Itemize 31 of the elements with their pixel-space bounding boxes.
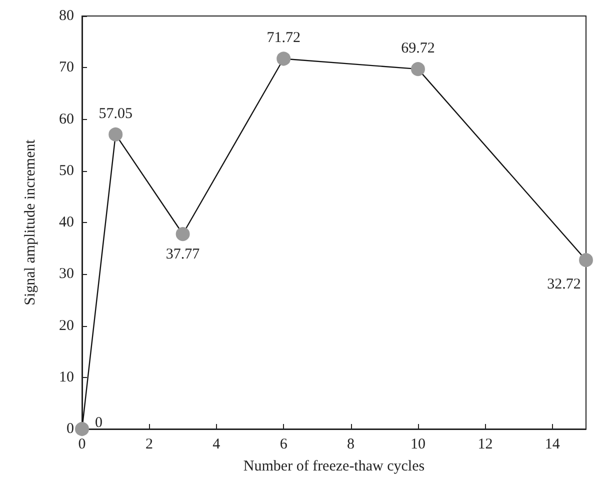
- y-tick-label: 0: [66, 421, 74, 437]
- y-tick-label: 70: [59, 60, 74, 76]
- x-tick-label: 8: [347, 436, 355, 452]
- data-label: 0: [95, 415, 102, 431]
- x-tick-label: 0: [78, 436, 86, 452]
- y-tick-label: 20: [59, 318, 74, 334]
- y-axis-title: Signal amplitude increment: [22, 138, 38, 306]
- x-tick-label: 10: [410, 436, 426, 452]
- x-tick-label: 14: [544, 436, 560, 452]
- x-tick-label: 12: [478, 436, 493, 452]
- data-label: 32.72: [547, 276, 581, 293]
- point: [75, 422, 89, 436]
- point: [579, 253, 593, 268]
- point: [276, 52, 291, 66]
- y-tick-label: 10: [59, 369, 74, 386]
- point: [108, 127, 123, 142]
- point: [176, 227, 190, 242]
- data-label: 71.72: [266, 30, 300, 46]
- data-label: 37.77: [166, 246, 200, 263]
- data-label: 69.72: [401, 40, 435, 57]
- point: [411, 62, 425, 76]
- y-tick-label: 30: [59, 266, 74, 282]
- x-tick-label: 2: [145, 436, 153, 452]
- y-tick-label: 80: [59, 8, 74, 24]
- data-label: 57.05: [98, 106, 132, 122]
- x-axis-title: Number of freeze-thaw cycles: [243, 458, 425, 474]
- y-tick-label: 60: [59, 111, 74, 128]
- x-tick-label: 4: [212, 436, 221, 452]
- y-tick-label: 50: [59, 162, 74, 179]
- y-tick-label: 40: [59, 214, 74, 230]
- x-tick-label: 6: [280, 436, 288, 452]
